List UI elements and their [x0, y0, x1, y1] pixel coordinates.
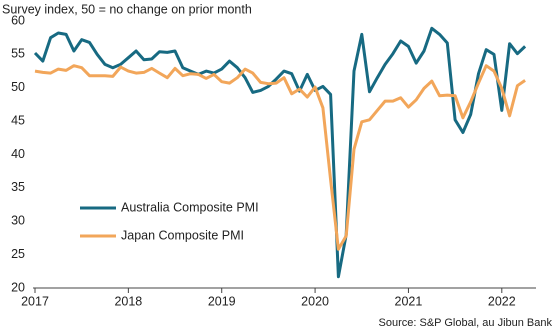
y-tick-label: 30 [11, 214, 25, 228]
y-tick-label: 35 [11, 180, 25, 194]
y-tick-label: 25 [11, 247, 25, 261]
x-tick-label: 2022 [488, 294, 516, 308]
source-note: Source: S&P Global, au Jibun Bank [379, 317, 553, 329]
y-tick-label: 55 [11, 47, 25, 61]
chart-title: Survey index, 50 = no change on prior mo… [2, 2, 252, 16]
y-tick-label: 45 [11, 113, 25, 127]
y-tick-label: 50 [11, 80, 25, 94]
x-tick-label: 2020 [301, 294, 329, 308]
legend-label: Australia Composite PMI [121, 200, 259, 214]
series-line [34, 64, 526, 251]
x-tick-label: 2021 [395, 294, 423, 308]
y-tick-label: 40 [11, 147, 25, 161]
x-tick-label: 2019 [208, 294, 236, 308]
legend-label: Japan Composite PMI [121, 228, 244, 242]
x-tick-label: 2017 [21, 294, 49, 308]
y-tick-label: 20 [11, 280, 25, 294]
x-tick-label: 2018 [114, 294, 142, 308]
y-tick-label: 60 [11, 13, 25, 27]
series-line [33, 26, 527, 279]
